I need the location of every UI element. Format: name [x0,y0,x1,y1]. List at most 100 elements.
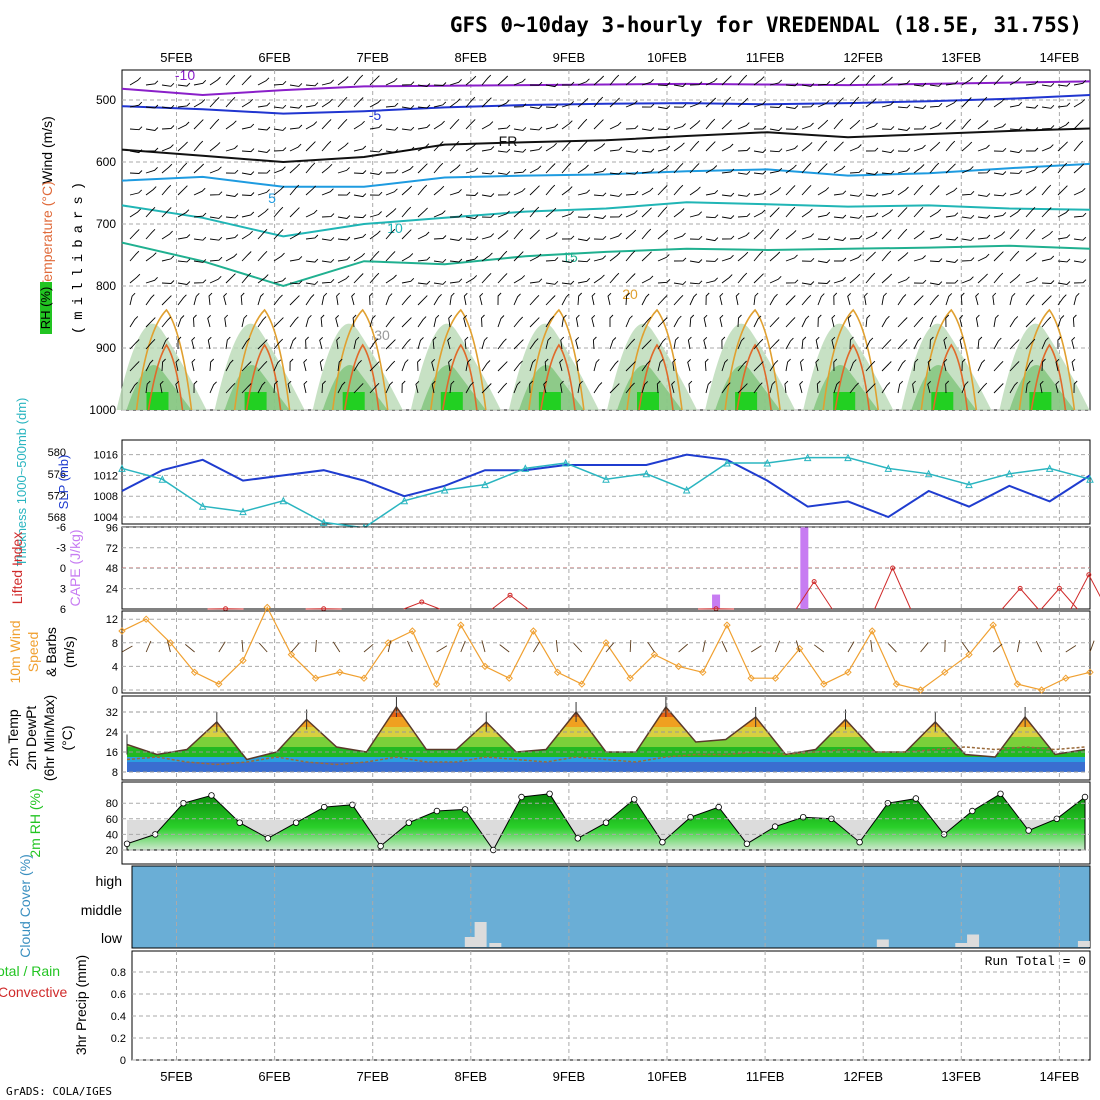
wind-barb [225,145,238,152]
wind-barb [799,380,804,394]
wind-barb [353,214,367,219]
wind-barb [881,250,892,262]
surface-wind-barb [605,642,615,653]
temp-label-4: (°C) [59,725,75,750]
temp-tick-label: 24 [106,727,118,739]
wind-barb [401,206,412,218]
wind-barb [369,148,383,153]
wind-barb [1073,236,1087,241]
li-point [811,579,817,585]
wind-barb [609,97,620,108]
surface-wind-barb [629,639,632,653]
wind-barb [641,78,654,86]
wind-barb [257,274,269,284]
wind-barb [465,192,479,196]
wind-barb [1057,336,1062,350]
wind-barb [897,186,909,196]
wind-barb [209,275,222,284]
wind-barb [671,380,676,394]
wind-speed-line [121,606,1091,691]
wind-barb [577,189,591,196]
wind-barb [146,147,159,152]
rh-tick-label: 80 [106,798,118,810]
wind-barb [289,337,297,350]
wind-barb [769,360,779,372]
wind-barb [689,293,698,306]
low-cloud-bar [1077,941,1090,947]
contour-label: FR [499,133,518,149]
wind-barb [175,358,180,372]
wind-barb [609,337,617,350]
low-cloud-bar [967,934,980,947]
wind-barb [961,97,972,108]
li-tick-label: 0 [60,563,66,575]
bottom-date-label: 10FEB [647,1069,687,1084]
wind-barb [1025,228,1036,240]
wind-barb [513,168,527,174]
wind-speed-point [674,662,683,671]
rh-tick-label: 60 [106,814,118,826]
wind-barb [897,228,908,240]
wind-barb [449,188,462,196]
wind-barb [929,208,942,218]
wind-barb [833,97,844,108]
cape-bar [712,594,721,609]
wind-label-2: Speed [25,632,41,672]
wind-barb [513,78,526,86]
wind-barb [129,381,138,394]
wind-barb [993,171,1007,175]
wind-barb [481,170,495,175]
wind-barb [625,229,637,240]
wind-barb [881,361,892,372]
wind-barb [1071,358,1076,372]
wind-barb [369,191,383,196]
wind-barb [929,294,939,306]
wind-barb [657,206,668,218]
surface-wind-barb [750,645,762,653]
wind-barb [607,292,612,306]
wind-barb [817,140,828,152]
wind-barb [673,162,684,174]
wind-barb [993,251,1004,262]
li-curve [1070,573,1100,610]
wind-speed-point [1037,686,1046,694]
thickness-point [884,464,893,472]
wind-barb [993,314,999,328]
warm-isotherm [1018,308,1076,411]
precip-tick-label: 0.4 [111,1011,126,1023]
wind-barb [865,192,879,197]
wind-barb [1025,166,1038,174]
wind-barb [479,292,484,306]
wind-barb [641,127,655,131]
wind-speed-point [844,668,852,677]
wind-axis-label: Wind (m/s) [39,116,55,184]
wind-barb [305,234,319,240]
wind-barb [433,101,447,108]
bottom-date-label: 11FEB [746,1069,785,1084]
wind-barb [961,141,973,152]
wind-barb [785,230,797,240]
wind-barb [385,208,397,218]
wind-speed-point [747,674,755,682]
wind-barb [225,214,239,219]
wind-barb [959,336,964,350]
wind-barb [241,230,253,240]
rh-panel: 20 40 60 80 2m RH (%) [27,781,1091,865]
wind-barb [561,293,570,306]
wind-barb [721,119,732,130]
wind-barb [577,214,591,218]
wind-barb [673,208,685,218]
wind-barb [337,358,343,372]
wind-barb [465,142,477,152]
wind-barb [737,232,750,240]
wind-barb [321,163,333,174]
wind-barb [1057,315,1065,328]
wind-barb [689,120,701,130]
wind-barb [241,361,252,372]
wind-barb [801,281,815,285]
wind-barb [177,162,188,174]
wind-barb [417,207,428,218]
top-date-label: 12FEB [843,50,883,65]
surface-wind-barb [241,639,244,653]
rh-shade-area [1009,365,1075,410]
